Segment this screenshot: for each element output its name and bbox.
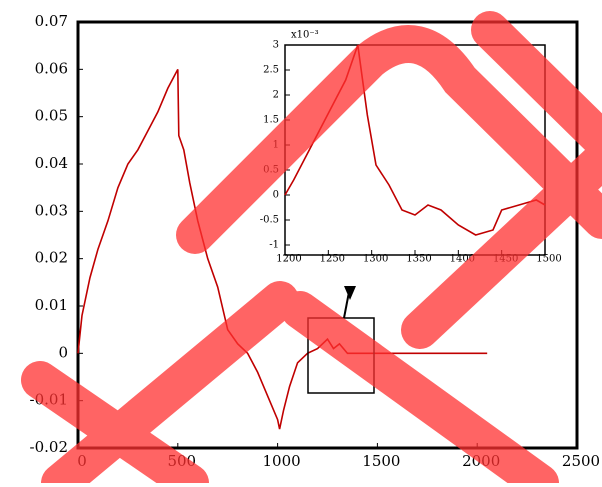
y-tick-label: 0.06 [35, 59, 68, 77]
x-tick-label: 1500 [536, 254, 561, 265]
y-tick-label: -0.02 [30, 438, 68, 456]
y-multiplier: x10⁻³ [291, 30, 319, 41]
x-tick-label: 1200 [276, 254, 301, 265]
arrow-head [344, 286, 356, 300]
x-tick-label: 1500 [362, 452, 400, 470]
x-tick-label: 2500 [562, 452, 600, 470]
y-tick-label: 0.02 [35, 249, 68, 267]
y-tick-label: 3 [273, 40, 279, 51]
y-tick-label: -1 [269, 240, 279, 251]
y-tick-label: 2 [273, 90, 279, 101]
y-tick-label: 0.03 [35, 201, 68, 219]
y-tick-label: 0.04 [35, 154, 68, 172]
x-tick-label: 1300 [363, 254, 388, 265]
x-tick-label: 1250 [320, 254, 345, 265]
x-tick-label: 1400 [450, 254, 475, 265]
y-tick-label: 0.07 [35, 12, 68, 30]
zoom-arrow [343, 291, 350, 319]
x-tick-label: 1000 [263, 452, 301, 470]
y-tick-label: 0.05 [35, 107, 68, 125]
y-tick-label: 0 [273, 190, 279, 201]
y-tick-label: 2.5 [263, 65, 279, 76]
y-tick-label: 1.5 [263, 115, 279, 126]
y-tick-label: 0.01 [35, 296, 68, 314]
watermark [21, 11, 602, 487]
watermark-stroke [21, 11, 602, 487]
x-tick-label: 1350 [406, 254, 431, 265]
y-tick-label: -0.5 [260, 215, 279, 226]
y-tick-label: 0 [58, 343, 68, 361]
